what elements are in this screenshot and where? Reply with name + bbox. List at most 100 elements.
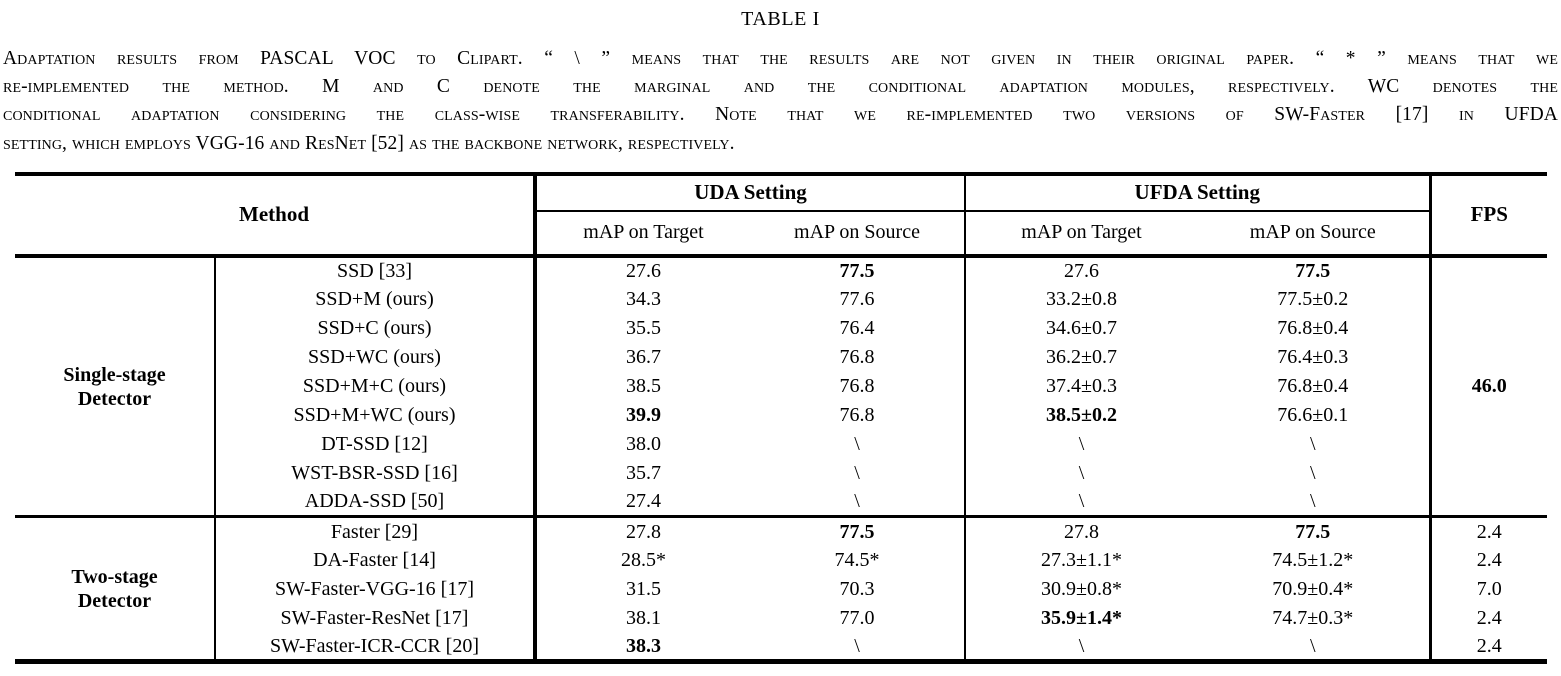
table-row: ADDA-SSD [50] 27.4 \ \ \: [15, 487, 1547, 517]
ufda-target-cell: 27.3±1.1*: [964, 545, 1197, 575]
header-uda-map-source: mAP on Source: [750, 210, 965, 258]
ufda-source-cell: 77.5: [1295, 259, 1331, 282]
header-uda-map-target: mAP on Target: [533, 210, 750, 258]
header-row-groups: Method UDA Setting UFDA Setting FPS: [15, 173, 1548, 258]
uda-source-cell: 77.0: [839, 606, 875, 629]
ufda-source-cell: \: [1309, 461, 1316, 484]
uda-target-cell: 35.5: [533, 313, 750, 343]
detector-group-label: Detector: [77, 589, 152, 612]
ufda-target-cell: 27.8: [964, 515, 1197, 546]
ufda-target-cell: 33.2±0.8: [964, 284, 1197, 314]
header-ufda-setting: UFDA Setting: [963, 173, 1431, 212]
table-row: DA-Faster [14] 28.5* 74.5* 27.3±1.1* 74.…: [15, 545, 1548, 575]
uda-source-cell: \: [854, 490, 860, 513]
ufda-target-cell: 34.6±0.7: [964, 313, 1197, 343]
method-cell: SSD+M+WC (ours): [214, 400, 535, 430]
detector-group-label: Two-stage: [71, 565, 158, 588]
detector-group-label: Detector: [77, 387, 152, 410]
uda-source-cell: 77.5: [750, 515, 965, 546]
table-title: TABLE I: [741, 8, 820, 30]
uda-source-cell: \: [854, 634, 860, 657]
uda-source-cell: 70.3: [839, 577, 875, 600]
method-cell: SSD [33]: [214, 255, 535, 285]
fps-cell: 2.4: [1428, 545, 1548, 575]
table-row: DT-SSD [12] 38.0 \ \ \: [15, 429, 1547, 459]
uda-target-cell: 36.7: [533, 342, 750, 372]
fps-cell: 2.4: [1428, 603, 1548, 633]
uda-target-cell: 27.6: [533, 255, 750, 285]
method-cell: ADDA-SSD [50]: [214, 487, 535, 517]
header-method: Method: [15, 173, 535, 258]
uda-target-cell: 27.4: [533, 487, 750, 517]
method-cell: WST-BSR-SSD [16]: [214, 458, 535, 488]
uda-target-cell: 39.9: [533, 400, 750, 430]
ufda-source-cell: 76.6±0.1: [1277, 403, 1349, 426]
table-row: SSD+C (ours) 35.5 76.4 34.6±0.7 76.8±0.4: [15, 313, 1547, 343]
ufda-source-cell: 74.7±0.3*: [1272, 606, 1354, 629]
fps-cell: 2.4: [1428, 632, 1548, 662]
uda-source-cell: 77.6: [839, 287, 875, 310]
detector-group-label: Single-stage: [63, 363, 166, 386]
table-caption-line: conditional adaptation considering the c…: [3, 104, 1558, 126]
table-row: SSD+M+C (ours) 38.5 76.8 37.4±0.3 76.8±0…: [15, 371, 1547, 401]
ufda-target-cell: 27.6: [964, 255, 1197, 285]
detector-group-cell: Two-stage Detector: [15, 515, 215, 662]
uda-source-cell: 77.5: [839, 259, 875, 282]
table-caption-line: setting, which employs VGG-16 and ResNet…: [3, 132, 735, 154]
ufda-target-cell: 30.9±0.8*: [964, 574, 1197, 604]
uda-target-cell: 28.5*: [533, 545, 750, 575]
method-cell: DT-SSD [12]: [214, 429, 535, 459]
uda-target-cell: 38.0: [533, 429, 750, 459]
method-cell: SSD+C (ours): [214, 313, 535, 343]
table-row: SW-Faster-ICR-CCR [20] 38.3 \ \ \ 2.4: [15, 632, 1548, 662]
method-cell: Faster [29]: [214, 515, 535, 546]
ufda-target-cell: \: [964, 429, 1197, 459]
ufda-source-cell: 76.8±0.4: [1277, 374, 1349, 397]
ufda-target-cell: \: [964, 487, 1197, 517]
uda-source-cell: \: [854, 461, 860, 484]
ufda-source-cell: \: [1309, 490, 1316, 513]
table-caption: Adaptation results from PASCAL VOC to Cl…: [3, 45, 1558, 158]
method-cell: DA-Faster [14]: [214, 545, 535, 575]
header-ufda-map-target: mAP on Target: [964, 210, 1197, 258]
ufda-target-cell: \: [964, 458, 1197, 488]
header-row-metrics: mAP on Target mAP on Source mAP on Targe…: [15, 210, 1547, 258]
method-cell: SW-Faster-ICR-CCR [20]: [214, 632, 535, 662]
uda-source-cell: 74.5*: [834, 548, 880, 571]
ufda-source-cell: 76.4±0.3: [1277, 345, 1349, 368]
ufda-source-cell: 76.8±0.4: [1277, 316, 1349, 339]
uda-source-cell: 76.4: [839, 316, 875, 339]
uda-target-cell: 38.1: [533, 603, 750, 633]
uda-target-cell: 38.5: [533, 371, 750, 401]
ufda-source-cell: 70.9±0.4*: [1272, 577, 1354, 600]
fps-cell: 2.4: [1428, 515, 1548, 546]
uda-target-cell: 35.7: [533, 458, 750, 488]
ufda-target-cell: 37.4±0.3: [964, 371, 1197, 401]
table-caption-line: Adaptation results from PASCAL VOC to Cl…: [3, 48, 1558, 69]
uda-target-cell: 38.3: [533, 632, 750, 662]
method-cell: SSD+M+C (ours): [214, 371, 535, 401]
table-row: WST-BSR-SSD [16] 35.7 \ \ \: [15, 458, 1547, 488]
results-table: Method UDA Setting UFDA Setting FPS mAP …: [15, 171, 1548, 665]
ufda-target-cell: \: [964, 632, 1197, 662]
fps-cell: 46.0: [1428, 255, 1548, 517]
table-row: Single-stage Detector SSD [33] 27.6 77.5…: [15, 255, 1548, 517]
uda-target-cell: 31.5: [533, 574, 750, 604]
uda-source-cell: 76.8: [839, 374, 875, 397]
detector-group-cell: Single-stage Detector: [15, 256, 215, 517]
method-cell: SW-Faster-ResNet [17]: [214, 603, 535, 633]
uda-target-cell: 27.8: [533, 515, 750, 546]
uda-target-cell: 34.3: [533, 284, 750, 314]
uda-source-cell: \: [854, 432, 860, 455]
table-row: SSD+WC (ours) 36.7 76.8 36.2±0.7 76.4±0.…: [15, 342, 1547, 372]
ufda-target-cell: 38.5±0.2: [964, 400, 1197, 430]
ufda-source-cell: 77.5±0.2: [1277, 287, 1349, 310]
table-row: Two-stage Detector Faster [29] 27.8 77.5…: [15, 515, 1548, 662]
ufda-target-cell: 35.9±1.4*: [964, 603, 1197, 633]
method-cell: SW-Faster-VGG-16 [17]: [214, 574, 535, 604]
table-row: SW-Faster-ResNet [17] 38.1 77.0 35.9±1.4…: [15, 603, 1548, 633]
ufda-source-cell: 74.5±1.2*: [1272, 548, 1354, 571]
ufda-source-cell: \: [1309, 432, 1316, 455]
table-row: SSD+M+WC (ours) 39.9 76.8 38.5±0.2 76.6±…: [15, 400, 1547, 430]
